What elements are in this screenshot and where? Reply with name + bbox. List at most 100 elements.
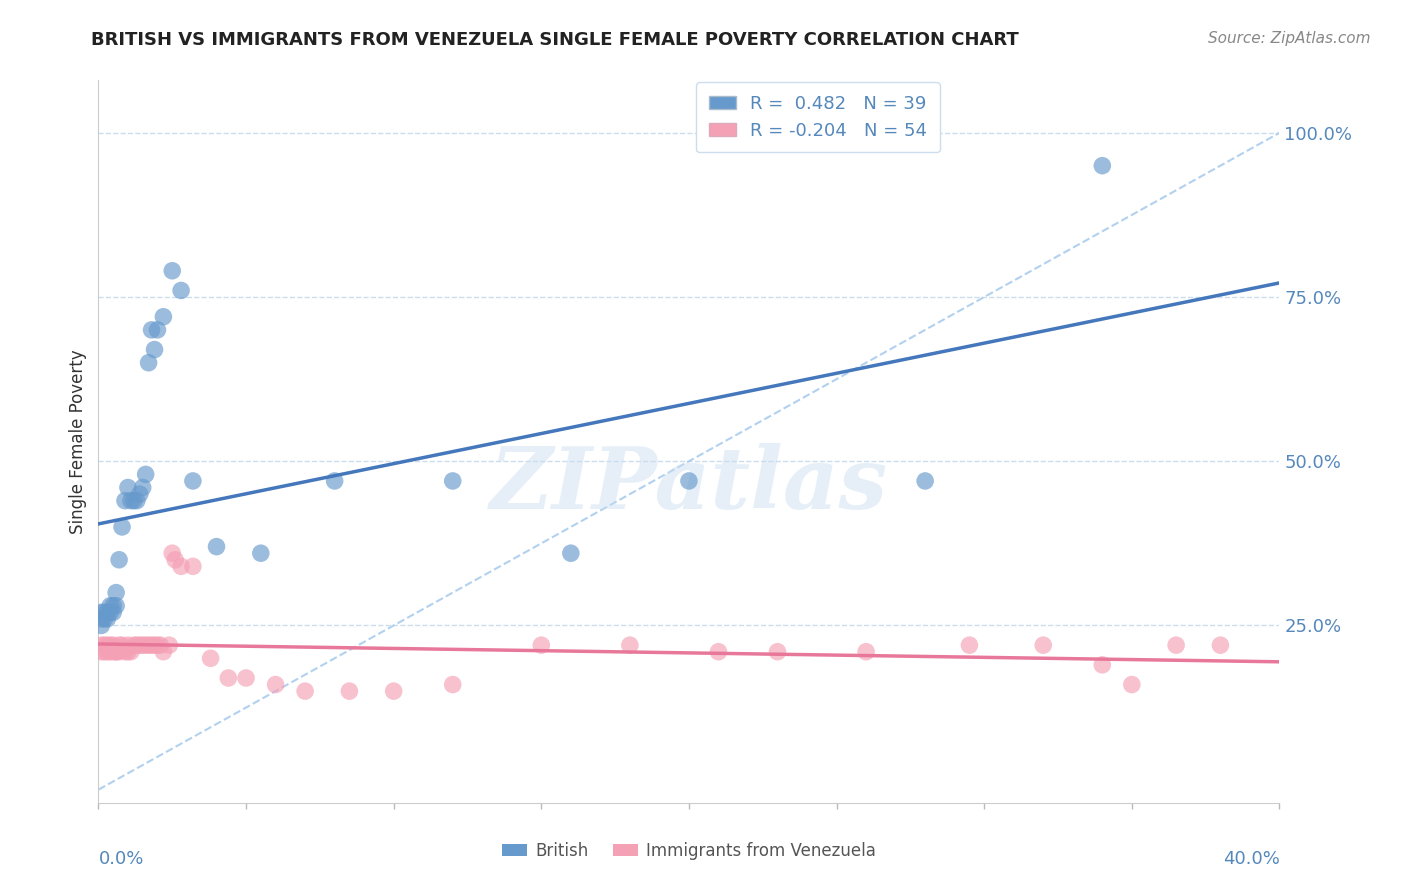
Text: Source: ZipAtlas.com: Source: ZipAtlas.com	[1208, 31, 1371, 46]
Point	[90, 645, 112, 659]
Point	[117, 638, 139, 652]
Point	[264, 677, 287, 691]
Point	[707, 645, 730, 659]
Point	[117, 645, 139, 659]
Point	[1121, 677, 1143, 691]
Point	[205, 540, 228, 554]
Point	[111, 638, 134, 652]
Text: BRITISH VS IMMIGRANTS FROM VENEZUELA SINGLE FEMALE POVERTY CORRELATION CHART: BRITISH VS IMMIGRANTS FROM VENEZUELA SIN…	[91, 31, 1019, 49]
Point	[141, 323, 163, 337]
Point	[96, 612, 118, 626]
Point	[678, 474, 700, 488]
Point	[170, 559, 193, 574]
Point	[143, 638, 166, 652]
Point	[103, 638, 125, 652]
Point	[120, 493, 142, 508]
Y-axis label: Single Female Poverty: Single Female Poverty	[69, 350, 87, 533]
Point	[132, 638, 155, 652]
Text: 40.0%: 40.0%	[1223, 850, 1279, 868]
Point	[93, 645, 115, 659]
Point	[141, 638, 163, 652]
Point	[93, 612, 115, 626]
Point	[128, 638, 150, 652]
Point	[138, 356, 160, 370]
Point	[157, 638, 180, 652]
Point	[98, 599, 121, 613]
Point	[90, 618, 112, 632]
Point	[120, 645, 142, 659]
Point	[138, 638, 160, 652]
Point	[105, 599, 128, 613]
Legend: British, Immigrants from Venezuela: British, Immigrants from Venezuela	[495, 836, 883, 867]
Point	[766, 645, 789, 659]
Point	[170, 284, 193, 298]
Point	[103, 645, 125, 659]
Point	[114, 493, 136, 508]
Point	[125, 638, 148, 652]
Point	[103, 599, 125, 613]
Point	[959, 638, 981, 652]
Point	[1166, 638, 1188, 652]
Point	[181, 474, 204, 488]
Point	[128, 487, 150, 501]
Point	[103, 605, 125, 619]
Point	[217, 671, 239, 685]
Point	[108, 645, 131, 659]
Point	[117, 481, 139, 495]
Point	[135, 467, 157, 482]
Point	[146, 323, 169, 337]
Point	[122, 638, 145, 652]
Point	[181, 559, 204, 574]
Point	[149, 638, 172, 652]
Point	[108, 553, 131, 567]
Point	[855, 645, 877, 659]
Point	[294, 684, 316, 698]
Point	[90, 605, 112, 619]
Point	[441, 677, 464, 691]
Point	[619, 638, 641, 652]
Point	[1091, 159, 1114, 173]
Point	[323, 474, 346, 488]
Point	[135, 638, 157, 652]
Point	[1209, 638, 1232, 652]
Point	[96, 645, 118, 659]
Point	[98, 638, 121, 652]
Point	[382, 684, 405, 698]
Point	[132, 481, 155, 495]
Point	[125, 493, 148, 508]
Text: 0.0%: 0.0%	[98, 850, 143, 868]
Point	[162, 264, 183, 278]
Point	[1032, 638, 1054, 652]
Point	[96, 638, 118, 652]
Point	[122, 493, 145, 508]
Point	[93, 605, 115, 619]
Point	[105, 645, 128, 659]
Point	[152, 310, 174, 324]
Point	[98, 605, 121, 619]
Point	[560, 546, 582, 560]
Point	[530, 638, 553, 652]
Point	[93, 638, 115, 652]
Point	[105, 585, 128, 599]
Point	[96, 605, 118, 619]
Point	[105, 645, 128, 659]
Point	[146, 638, 169, 652]
Point	[90, 612, 112, 626]
Point	[200, 651, 222, 665]
Text: ZIPatlas: ZIPatlas	[489, 443, 889, 526]
Point	[108, 638, 131, 652]
Point	[152, 645, 174, 659]
Point	[1091, 657, 1114, 672]
Point	[98, 645, 121, 659]
Point	[441, 474, 464, 488]
Point	[339, 684, 361, 698]
Point	[111, 520, 134, 534]
Point	[165, 553, 187, 567]
Point	[143, 343, 166, 357]
Point	[162, 546, 183, 560]
Point	[914, 474, 936, 488]
Point	[90, 638, 112, 652]
Point	[235, 671, 257, 685]
Point	[114, 645, 136, 659]
Point	[250, 546, 273, 560]
